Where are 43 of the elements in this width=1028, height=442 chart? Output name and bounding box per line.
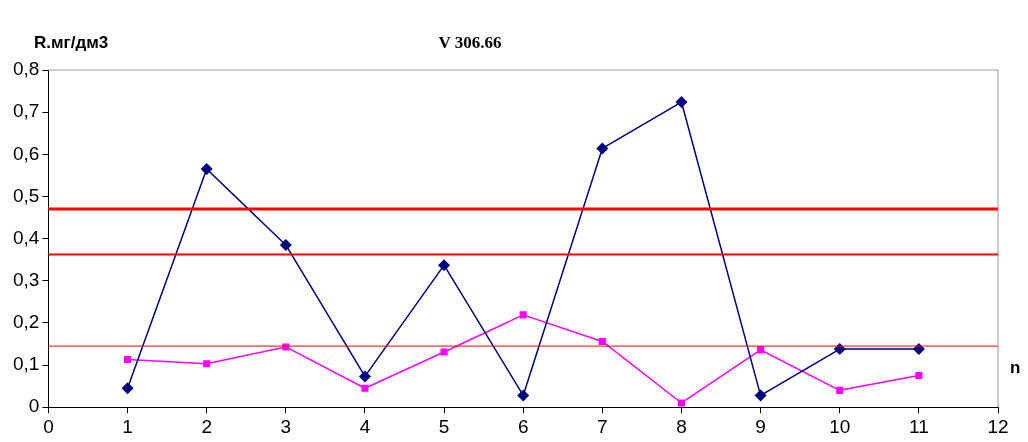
y-tick-label: 0,1 — [12, 353, 40, 375]
x-tick-label: 4 — [359, 415, 371, 437]
point — [438, 259, 451, 272]
point — [675, 96, 688, 109]
x-tick-label: 1 — [122, 415, 133, 437]
y-tick-label: 0,6 — [12, 142, 40, 164]
chart-title: V 306.66 — [438, 33, 502, 52]
y-axis-title: R.мг/дм3 — [34, 33, 109, 52]
point — [754, 389, 767, 402]
point — [358, 370, 371, 383]
point — [677, 399, 686, 407]
x-tick-label: 3 — [280, 415, 292, 437]
y-tick-label: 0,5 — [12, 184, 40, 206]
y-tick-label: 0,8 — [12, 58, 40, 80]
x-tick-label: 7 — [597, 415, 608, 437]
x-tick-label: 12 — [987, 415, 1009, 437]
point — [124, 356, 132, 364]
y-tick-label: 0,2 — [12, 311, 40, 333]
y-tick-label: 0,3 — [12, 268, 40, 290]
point — [517, 389, 530, 402]
x-tick-label: 9 — [755, 415, 766, 437]
point — [596, 142, 609, 155]
point — [279, 238, 292, 251]
x-tick-label: 8 — [676, 415, 687, 437]
point — [361, 384, 369, 392]
point — [519, 311, 527, 319]
x-tick-label: 2 — [201, 415, 212, 437]
point — [598, 337, 606, 345]
x-tick-label: 6 — [517, 415, 529, 437]
point — [836, 386, 844, 394]
y-tick-label: 0,7 — [12, 100, 40, 122]
point — [121, 382, 134, 395]
y-tick-label: 0,4 — [12, 226, 40, 248]
y-tick-label: 0 — [28, 395, 40, 417]
x-tick-label: 0 — [43, 415, 54, 437]
x-tick-label: 10 — [829, 415, 851, 437]
x-tick-label: 11 — [909, 415, 929, 437]
x-tick-label: 5 — [438, 415, 450, 437]
x-axis-title: n — [1010, 358, 1021, 378]
point — [200, 163, 213, 176]
point — [440, 348, 448, 356]
point — [915, 372, 923, 380]
point — [203, 360, 211, 368]
